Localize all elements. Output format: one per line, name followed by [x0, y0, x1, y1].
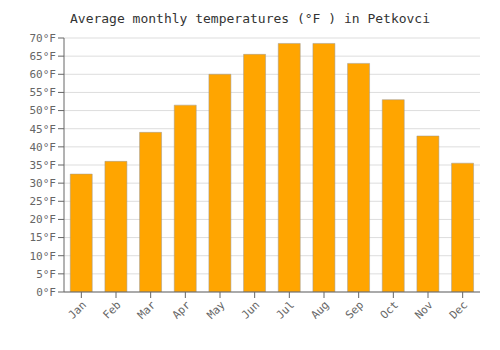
svg-text:40°F: 40°F [30, 141, 57, 154]
svg-text:45°F: 45°F [30, 123, 57, 136]
svg-text:55°F: 55°F [30, 86, 57, 99]
svg-text:Mar: Mar [135, 298, 159, 322]
svg-text:May: May [204, 298, 228, 322]
svg-text:Sep: Sep [343, 298, 366, 321]
svg-text:15°F: 15°F [30, 231, 57, 244]
svg-text:Aug: Aug [308, 298, 331, 321]
html-text:Average monthly temperatures (: Average monthly temperatures (°F ) in Pe… [70, 11, 430, 26]
svg-text:Feb: Feb [100, 298, 123, 321]
svg-text:0°F: 0°F [36, 286, 56, 299]
svg-text:Jul: Jul [274, 298, 297, 321]
svg-text:5°F: 5°F [36, 268, 56, 281]
svg-text:Dec: Dec [447, 298, 470, 321]
svg-text:35°F: 35°F [30, 159, 57, 172]
svg-text:60°F: 60°F [30, 68, 57, 81]
svg-text:Apr: Apr [170, 298, 194, 322]
svg-text:65°F: 65°F [30, 50, 57, 63]
svg-text:50°F: 50°F [30, 104, 57, 117]
svg-text:10°F: 10°F [30, 250, 57, 263]
svg-text:Jun: Jun [239, 298, 262, 321]
svg-text:Oct: Oct [378, 298, 401, 321]
svg-text:Nov: Nov [412, 298, 436, 322]
svg-text:70°F: 70°F [30, 32, 57, 45]
svg-text:Jan: Jan [66, 298, 89, 321]
svg-text:30°F: 30°F [30, 177, 57, 190]
svg-text:20°F: 20°F [30, 213, 57, 226]
svg-text:25°F: 25°F [30, 195, 57, 208]
